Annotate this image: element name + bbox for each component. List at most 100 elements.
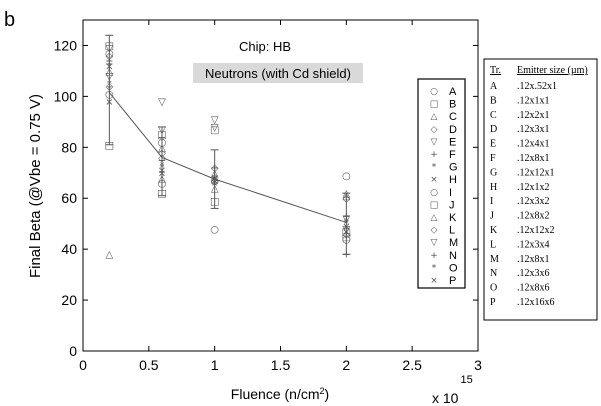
data-point-g: * bbox=[160, 161, 165, 172]
legend-marker: * bbox=[432, 263, 437, 273]
data-point-h: × bbox=[342, 227, 350, 238]
chip-annotation: Chip: HB bbox=[239, 39, 291, 54]
legend-marker: ○ bbox=[430, 188, 438, 198]
data-point-b: □ bbox=[157, 130, 166, 141]
table-header-emitter-size: Emitter size (µm) bbox=[517, 65, 588, 76]
x-tick-label: 2 bbox=[342, 357, 350, 373]
data-point-g: * bbox=[107, 79, 112, 90]
legend-label: J bbox=[449, 199, 455, 211]
y-tick-label: 60 bbox=[61, 190, 77, 206]
table-cell-transistor: N bbox=[490, 268, 497, 279]
data-point-f: + bbox=[105, 59, 113, 70]
table-cell-transistor: P bbox=[490, 297, 496, 308]
emitter-size-table: Tr. Emitter size (µm) A .12x.52x1 B .12x1x1… bbox=[483, 58, 598, 321]
data-point-c: △ bbox=[342, 191, 350, 202]
data-point-e: ▽ bbox=[211, 115, 219, 126]
data-point-a: ○ bbox=[210, 176, 219, 187]
legend-label: P bbox=[449, 275, 456, 287]
legend-marker: □ bbox=[430, 100, 439, 110]
data-point-m: ▽ bbox=[158, 125, 166, 136]
data-point-l: ◇ bbox=[342, 229, 350, 240]
legend-marker: △ bbox=[431, 213, 438, 223]
legend-marker: × bbox=[430, 276, 438, 286]
table-cell-emitter-size: .12x3x6 bbox=[517, 268, 550, 279]
data-point-o: * bbox=[160, 163, 165, 174]
data-point-e: ▽ bbox=[158, 97, 166, 108]
y-tick-label: 120 bbox=[54, 37, 78, 53]
legend-marker: ▽ bbox=[431, 238, 438, 248]
y-axis-label: Final Beta (@Vbe = 0.75 V) bbox=[27, 94, 44, 278]
legend-label: C bbox=[449, 111, 457, 123]
table-cell-emitter-size: .12x1x2 bbox=[517, 182, 550, 193]
data-point-c: △ bbox=[158, 143, 166, 154]
x-tick-label: 0 bbox=[79, 357, 87, 373]
legend-marker: + bbox=[430, 251, 438, 261]
data-point-j: □ bbox=[210, 196, 219, 207]
y-tick-label: 40 bbox=[61, 241, 77, 257]
table-cell-transistor: M bbox=[490, 254, 499, 265]
error-bars bbox=[105, 34, 351, 255]
table-cell-transistor: L bbox=[490, 239, 496, 250]
data-point-l: ◇ bbox=[105, 82, 113, 93]
legend-label: A bbox=[449, 86, 457, 98]
data-point-e: ▽ bbox=[342, 214, 350, 225]
table-cell-emitter-size: .12x3x4 bbox=[517, 239, 550, 250]
legend-box bbox=[417, 78, 466, 289]
table-cell-transistor: H bbox=[490, 182, 497, 193]
table-cell-transistor: D bbox=[490, 124, 497, 135]
data-point-k: △ bbox=[158, 173, 166, 184]
data-point-i: ○ bbox=[210, 224, 219, 235]
data-point-o: * bbox=[344, 219, 349, 230]
data-point-f: + bbox=[210, 171, 218, 182]
data-point-g: * bbox=[344, 217, 349, 228]
data-point-d: ◇ bbox=[105, 51, 113, 62]
data-point-a: ○ bbox=[342, 234, 351, 245]
data-point-i: ○ bbox=[158, 178, 167, 189]
data-point-p: × bbox=[210, 176, 218, 187]
table-cell-transistor: C bbox=[490, 110, 497, 121]
table-cell-transistor: O bbox=[490, 283, 497, 294]
table-box bbox=[483, 58, 598, 321]
legend-marker: ◇ bbox=[431, 125, 438, 135]
legend-label: M bbox=[449, 237, 458, 249]
table-cell-emitter-size: .12x8x1 bbox=[517, 153, 550, 164]
table-header-tr: Tr. bbox=[490, 65, 501, 76]
x-axis: 0 0.5 1 1.5 2 2.5 3 bbox=[79, 20, 482, 373]
data-point-f: + bbox=[342, 212, 350, 223]
legend-marker: ○ bbox=[430, 87, 438, 97]
data-point-i: ○ bbox=[105, 49, 114, 60]
y-tick-label: 100 bbox=[54, 88, 78, 104]
data-point-p: × bbox=[158, 168, 166, 179]
data-points: ○○○○□□ □□△△△△◇◇◇◇▽▽▽▽++++****××××○○○○□□□□… bbox=[105, 41, 351, 261]
data-point-l: ◇ bbox=[211, 176, 219, 187]
legend-label: B bbox=[449, 99, 456, 111]
data-point-n: + bbox=[158, 133, 166, 144]
table-cell-transistor: J bbox=[490, 211, 494, 222]
data-point-p: × bbox=[342, 222, 350, 233]
table-cell-transistor: K bbox=[490, 225, 498, 236]
data-point-h: × bbox=[210, 173, 218, 184]
data-point-h: × bbox=[105, 61, 113, 72]
data-point-o: * bbox=[107, 84, 112, 95]
x-tick-label: 1.5 bbox=[271, 357, 291, 373]
x-multiplier: x 1015 bbox=[432, 374, 473, 406]
data-point-b: □ bbox=[210, 125, 219, 136]
legend-marker: * bbox=[432, 163, 437, 173]
legend-label: L bbox=[449, 225, 455, 237]
data-point-d: ◇ bbox=[158, 148, 166, 159]
legend-label: I bbox=[449, 187, 452, 199]
x-tick-label: 1 bbox=[211, 357, 219, 373]
table-cell-emitter-size: .12x16x6 bbox=[517, 297, 555, 308]
table-cell-emitter-size: .12x3x1 bbox=[517, 124, 550, 135]
x-tick-label: 0.5 bbox=[139, 357, 159, 373]
y-tick-label: 0 bbox=[69, 343, 77, 359]
data-point-j: □ bbox=[157, 189, 166, 200]
data-point-f: + bbox=[158, 156, 166, 167]
subtitle-background bbox=[193, 63, 363, 83]
table-cell-transistor: G bbox=[490, 167, 497, 178]
data-point-n: + bbox=[210, 163, 218, 174]
table-cell-transistor: I bbox=[490, 196, 493, 207]
data-point-b: □ bbox=[105, 41, 114, 52]
legend-label: H bbox=[449, 174, 457, 186]
chart-subtitle: Neutrons (with Cd shield) bbox=[205, 66, 351, 81]
